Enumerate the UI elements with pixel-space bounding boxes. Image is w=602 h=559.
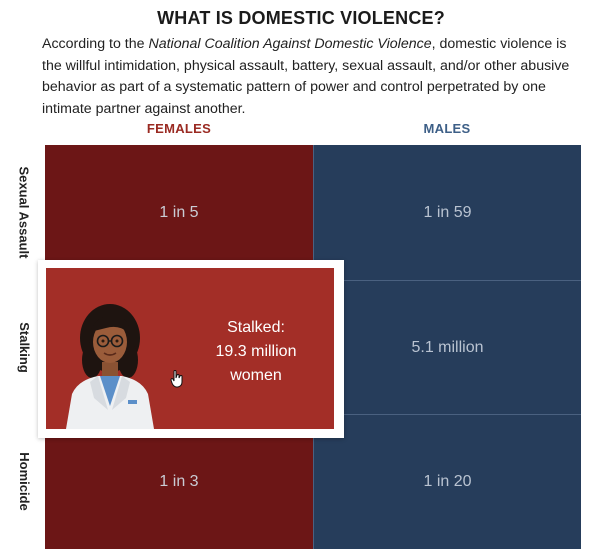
row-label-homicide: Homicide — [16, 452, 32, 511]
popup-line-2: 19.3 million — [215, 343, 297, 360]
page-title: WHAT IS DOMESTIC VIOLENCE? — [157, 8, 445, 28]
popup-line-1: Stalked: — [227, 319, 285, 336]
intro-text-end: , domestic violence is the willful intim… — [42, 36, 570, 117]
intro-text-start: According to the — [42, 36, 149, 52]
row-label-stalking: Stalking — [16, 321, 32, 373]
hand-cursor-icon — [170, 370, 183, 388]
intro-source: National Coalition Against Domestic Viol… — [148, 36, 432, 52]
column-header-females: FEMALES — [146, 121, 212, 136]
popup-panel: Stalked: 19.3 million women — [46, 268, 334, 429]
column-header-males: MALES — [423, 121, 471, 136]
cell-female-sexual-assault[interactable]: 1 in 5 — [45, 145, 313, 280]
cell-male-sexual-assault[interactable]: 1 in 59 — [313, 145, 581, 280]
cell-male-homicide[interactable]: 1 in 20 — [313, 414, 581, 549]
intro-paragraph: According to the National Coalition Agai… — [42, 34, 572, 120]
popup-text: Stalked: 19.3 million women — [186, 316, 326, 388]
presenter-avatar-icon — [66, 304, 154, 429]
stalking-female-popup[interactable]: Stalked: 19.3 million women — [38, 260, 344, 438]
cell-male-stalking[interactable]: 5.1 million — [313, 280, 581, 414]
row-label-sexual-assault: Sexual Assault — [16, 166, 32, 259]
popup-line-3: women — [230, 367, 282, 384]
